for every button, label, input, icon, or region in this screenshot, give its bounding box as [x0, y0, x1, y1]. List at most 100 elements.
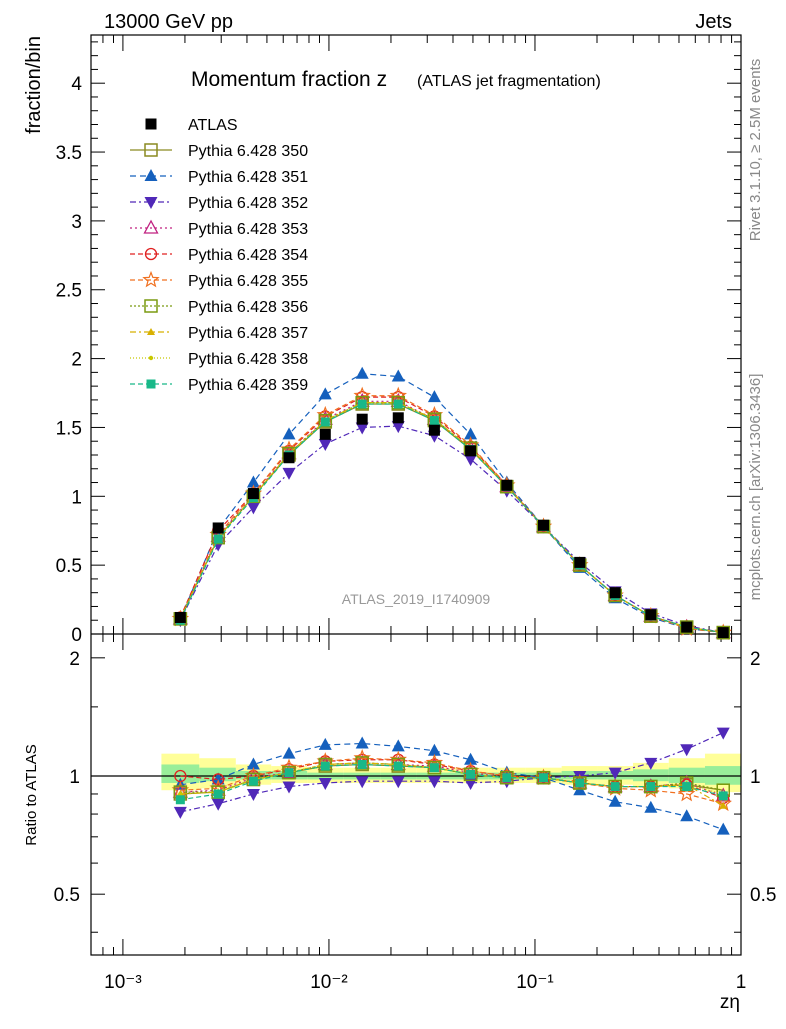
y-tick-label: 1.5 [56, 418, 82, 439]
legend-entry-6: Pythia 6.428 355 [130, 270, 308, 290]
series-marker-main [716, 625, 730, 640]
series-marker-ratio [211, 798, 225, 811]
series-marker-ratio [719, 801, 728, 809]
data-point [574, 556, 586, 568]
legend-entry-8: Pythia 6.428 357 [130, 325, 308, 342]
series-marker-main [318, 438, 332, 451]
header-left: 13000 GeV pp [104, 11, 233, 33]
ratio-y-tick-label-right: 1 [750, 767, 761, 788]
series-marker-ratio [248, 776, 258, 786]
ratio-y-tick-label: 1 [69, 767, 80, 788]
y-tick-label: 4 [71, 74, 82, 95]
series-marker-ratio [173, 806, 187, 819]
series-line-ratio [180, 732, 724, 813]
legend-marker [145, 118, 157, 130]
series-marker-ratio [573, 776, 587, 790]
series-marker-main [320, 417, 330, 427]
legend-marker [142, 270, 160, 288]
series-marker-main [246, 475, 260, 488]
series-marker-main [246, 502, 260, 515]
series-marker-main [282, 467, 296, 480]
series-marker-ratio [284, 768, 294, 778]
ratio-y-tick-label-right: 2 [750, 649, 761, 670]
series-marker-main [282, 427, 296, 440]
series-marker-ratio [393, 761, 403, 771]
chart-title-main: Momentum fraction z [191, 68, 387, 91]
x-tick-label: 1 [736, 972, 747, 993]
series-marker-ratio [178, 791, 183, 797]
data-point [247, 488, 259, 500]
ratio-band-green [235, 770, 272, 780]
series-marker-main [427, 390, 441, 403]
ratio-y-tick-label: 2 [69, 649, 80, 670]
series-marker-ratio [677, 784, 696, 802]
series-marker-ratio [502, 773, 512, 783]
series-marker-ratio [466, 769, 476, 779]
series-marker-ratio [391, 776, 405, 789]
series-marker-ratio [320, 761, 330, 771]
legend-entry-1: Pythia 6.428 350 [130, 143, 308, 160]
series-marker-ratio [282, 765, 296, 780]
legend-marker [144, 143, 158, 157]
rivet-label: Rivet 3.1.10, ≥ 2.5M events [747, 59, 764, 242]
series-marker-ratio [282, 781, 296, 794]
plot-frame [90, 34, 742, 956]
y-tick-label: 1 [71, 487, 82, 508]
series-marker-ratio [175, 795, 185, 805]
legend-entry-9: Pythia 6.428 358 [130, 351, 308, 368]
series-line-ratio [180, 762, 724, 797]
series-marker-main [318, 413, 333, 428]
legend-label: Pythia 6.428 353 [188, 221, 308, 238]
series-marker-ratio [282, 746, 296, 759]
series-marker-ratio [646, 782, 656, 792]
x-tick-label: 10⁻¹ [516, 972, 554, 993]
series-marker-main [464, 454, 478, 467]
series-marker-ratio [211, 772, 225, 785]
series-marker-main [357, 399, 367, 409]
data-point [392, 412, 404, 424]
data-point [645, 609, 657, 621]
series-marker-ratio [610, 782, 620, 792]
legend-marker [143, 219, 159, 234]
series-marker-main [355, 366, 369, 379]
chart-title-sub: (ATLAS jet fragmentation) [417, 73, 601, 90]
series-marker-main [429, 416, 439, 426]
legend: ATLAS Pythia 6.428 350 Pythia 6.428 351 Pyt… [130, 117, 308, 394]
series-marker-main [391, 421, 405, 434]
ratio-band-green [632, 769, 669, 782]
series-line-main [179, 373, 724, 634]
series-marker-ratio [538, 773, 548, 783]
tick-labels: 10⁻³ 10⁻² 10⁻¹ 1 0 0.5 1 1.5 2 2.5 3 3.5 4 0.5 0.5 1 1 2 2 [54, 74, 777, 993]
ratio-band-green [161, 764, 200, 783]
series-marker-ratio [682, 782, 692, 792]
series-line-ratio [180, 742, 724, 831]
data-point [356, 413, 368, 425]
y-tick-label: 0 [71, 625, 82, 646]
watermark: ATLAS_2019_I1740909 [342, 591, 491, 607]
data-point [681, 621, 693, 633]
series-marker-ratio [608, 779, 622, 794]
series-marker-ratio [427, 743, 441, 756]
data-point [428, 424, 440, 436]
legend-label: Pythia 6.428 358 [188, 351, 308, 368]
data-point [501, 479, 513, 491]
series-marker-ratio [718, 791, 728, 801]
series-marker-ratio [608, 767, 622, 780]
series-line-main [179, 425, 724, 634]
header-right: Jets [695, 11, 732, 33]
data-point [717, 627, 729, 639]
data-point [212, 522, 224, 534]
ratio-y-tick-label: 0.5 [54, 885, 80, 906]
series-marker-ratio [355, 776, 369, 789]
series-marker-ratio [391, 739, 405, 752]
series-marker-main [679, 620, 694, 634]
series-marker-ratio [680, 744, 694, 757]
series-marker-ratio [318, 737, 332, 750]
series-line-main [179, 395, 724, 634]
legend-entry-3: Pythia 6.428 352 [130, 195, 308, 212]
series-line-ratio [180, 763, 724, 801]
series-marker-main [393, 399, 403, 409]
ratio-y-tick-label-right: 0.5 [750, 885, 776, 906]
series-line-main [179, 402, 724, 634]
